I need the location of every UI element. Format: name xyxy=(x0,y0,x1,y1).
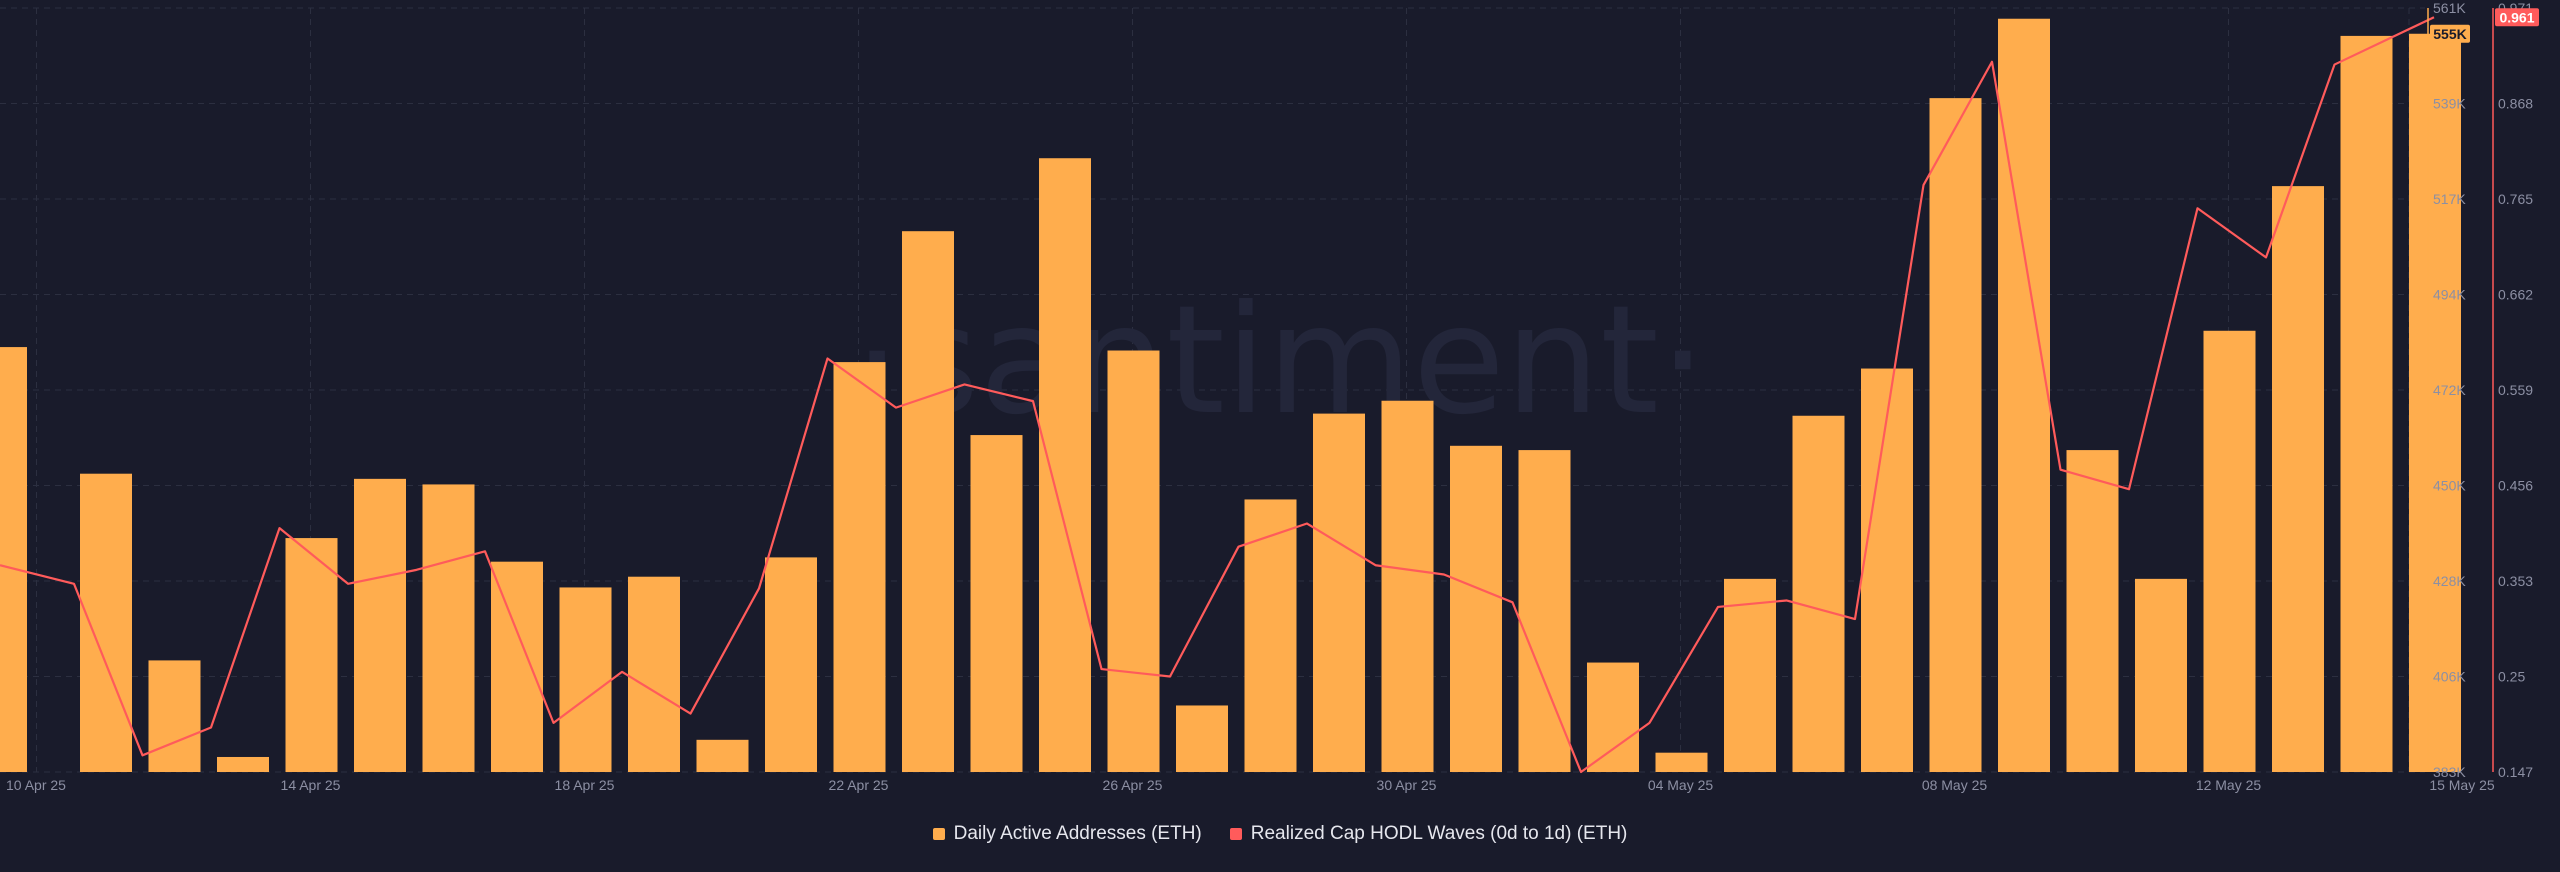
bar-09-may-25 xyxy=(1998,18,2050,772)
x-tick-label: 15 May 25 xyxy=(2429,777,2495,793)
x-tick-label: 22 Apr 25 xyxy=(829,777,889,793)
bar-14-may-25 xyxy=(2340,35,2393,773)
bar-26-apr-25 xyxy=(1107,350,1160,772)
x-tick-label: 10 Apr 25 xyxy=(6,777,66,793)
bar-04-may-25 xyxy=(1655,752,1708,772)
bar-17-apr-25 xyxy=(491,561,543,772)
x-tick-label: 12 May 25 xyxy=(2196,777,2262,793)
bar-10-may-25 xyxy=(2066,450,2119,772)
bar-15-may-25 xyxy=(2409,33,2461,772)
y-tick-label-secondary: 0.147 xyxy=(2498,764,2533,780)
bar-23-apr-25 xyxy=(902,231,954,772)
bar-11-may-25 xyxy=(2135,578,2187,772)
y-tick-label-primary: 406K xyxy=(2433,669,2466,685)
legend-label-daily-active-addresses: Daily Active Addresses (ETH) xyxy=(953,823,1202,844)
bar-06-may-25 xyxy=(1792,415,1845,772)
x-tick-label: 08 May 25 xyxy=(1922,777,1988,793)
bar-14-apr-25 xyxy=(285,538,338,772)
y-tick-label-primary: 539K xyxy=(2433,96,2466,112)
bar-30-apr-25 xyxy=(1381,400,1434,772)
bar-11-apr-25 xyxy=(80,473,132,772)
bar-10-apr-25 xyxy=(0,347,27,772)
y-tick-label-primary: 561K xyxy=(2433,0,2466,16)
y-tick-label-primary: 383K xyxy=(2433,764,2466,780)
bar-12-apr-25 xyxy=(148,660,201,772)
last-value-label-secondary: 0.961 xyxy=(2499,9,2534,25)
bar-01-may-25 xyxy=(1450,445,1502,772)
bar-19-apr-25 xyxy=(628,576,680,772)
legend-item-hodl-waves[interactable]: Realized Cap HODL Waves (0d to 1d) (ETH) xyxy=(1229,823,1628,845)
x-tick-label: 04 May 25 xyxy=(1648,777,1714,793)
legend-item-daily-active-addresses[interactable]: Daily Active Addresses (ETH) xyxy=(932,823,1202,845)
bar-02-may-25 xyxy=(1518,450,1571,772)
bar-16-apr-25 xyxy=(422,484,475,772)
y-tick-label-secondary: 0.868 xyxy=(2498,96,2533,112)
y-tick-label-primary: 517K xyxy=(2433,191,2466,207)
legend-swatch-line xyxy=(1229,828,1242,840)
y-tick-label-secondary: 0.559 xyxy=(2498,382,2533,398)
y-tick-label-primary: 472K xyxy=(2433,382,2466,398)
legend-label-hodl-waves: Realized Cap HODL Waves (0d to 1d) (ETH) xyxy=(1250,823,1628,844)
bar-25-apr-25 xyxy=(1039,158,1091,772)
bar-08-may-25 xyxy=(1929,98,1982,773)
y-tick-label-primary: 428K xyxy=(2433,573,2466,589)
y-tick-label-secondary: 0.353 xyxy=(2498,573,2533,589)
bar-18-apr-25 xyxy=(559,587,612,772)
bar-15-apr-25 xyxy=(354,478,406,772)
bar-13-may-25 xyxy=(2272,186,2324,772)
bar-05-may-25 xyxy=(1724,578,1776,772)
bar-07-may-25 xyxy=(1861,368,1913,772)
x-tick-label: 18 Apr 25 xyxy=(555,777,615,793)
last-value-label-primary: 555K xyxy=(2433,26,2466,42)
bar-29-apr-25 xyxy=(1313,413,1365,772)
x-tick-label: 14 Apr 25 xyxy=(281,777,341,793)
bar-28-apr-25 xyxy=(1244,499,1297,772)
bar-03-may-25 xyxy=(1587,662,1639,772)
bar-12-may-25 xyxy=(2203,330,2256,772)
bar-24-apr-25 xyxy=(970,435,1023,772)
bar-22-apr-25 xyxy=(833,362,886,772)
bar-21-apr-25 xyxy=(765,557,817,772)
hodl-waves-line xyxy=(0,16,2435,774)
bar-13-apr-25 xyxy=(217,756,269,772)
x-tick-label: 30 Apr 25 xyxy=(1377,777,1437,793)
x-tick-label: 26 Apr 25 xyxy=(1103,777,1163,793)
bar-27-apr-25 xyxy=(1176,705,1228,772)
legend: Daily Active Addresses (ETH) Realized Ca… xyxy=(0,818,2560,850)
y-tick-label-primary: 494K xyxy=(2433,287,2466,303)
bar-20-apr-25 xyxy=(696,739,749,772)
y-tick-label-secondary: 0.456 xyxy=(2498,478,2533,494)
y-tick-label-secondary: 0.25 xyxy=(2498,669,2525,685)
watermark-text: ·santiment· xyxy=(853,274,1706,448)
y-tick-label-secondary: 0.765 xyxy=(2498,191,2533,207)
y-tick-label-secondary: 0.662 xyxy=(2498,287,2533,303)
last-value-badge-primary xyxy=(2430,24,2470,43)
y-tick-label-primary: 450K xyxy=(2433,478,2466,494)
legend-swatch-bars xyxy=(932,828,945,840)
last-value-badge-secondary xyxy=(2495,8,2539,27)
